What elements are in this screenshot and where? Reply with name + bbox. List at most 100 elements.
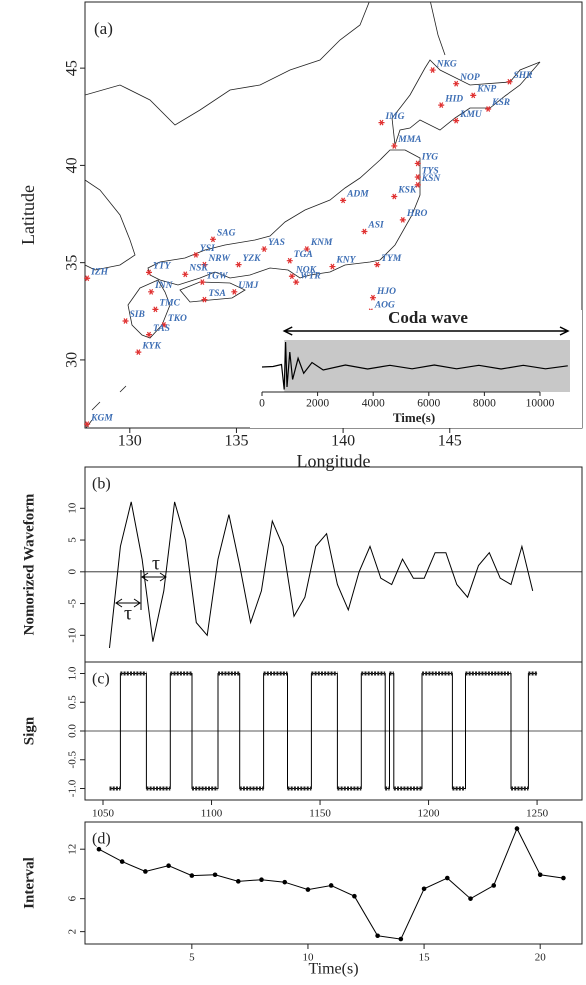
tau-label: τ xyxy=(124,603,132,625)
station-label: HID xyxy=(444,94,463,104)
interval-point xyxy=(96,846,102,852)
x-tick-label: 1100 xyxy=(201,808,223,820)
y-tick-label: -1.0 xyxy=(67,779,79,797)
x-tick-label: 6000 xyxy=(417,398,440,410)
interval-point xyxy=(305,887,311,892)
y-axis-title: Sign xyxy=(21,716,37,745)
interval-point xyxy=(119,859,125,864)
station-marker xyxy=(182,271,189,278)
interval-point xyxy=(189,873,195,878)
station-marker xyxy=(201,296,208,303)
x-tick-label: 1200 xyxy=(418,808,441,820)
station-label: KNY xyxy=(335,256,356,266)
station-marker xyxy=(414,160,421,167)
panel-label: (d) xyxy=(92,831,111,848)
x-axis-title: Time(s) xyxy=(308,961,358,978)
interval-point xyxy=(166,863,171,868)
y-tick-label: 10 xyxy=(67,502,79,513)
x-axis-title: Longitude xyxy=(297,451,371,471)
panel-d-frame xyxy=(84,821,583,945)
interval-point xyxy=(212,872,218,878)
interval-point xyxy=(235,879,241,884)
station-label: IYG xyxy=(421,153,439,163)
y-axis-title: Nomorized Waveform xyxy=(21,493,37,635)
station-marker xyxy=(470,92,477,99)
x-tick-label: 140 xyxy=(331,433,355,450)
station-label: TYM xyxy=(381,254,402,264)
interval-point xyxy=(398,936,404,942)
station-marker xyxy=(374,261,381,268)
station-label: YZK xyxy=(243,254,262,264)
station-label: KSK xyxy=(397,186,417,196)
x-tick-label: 2000 xyxy=(306,398,329,410)
y-axis-title: Interval xyxy=(21,857,37,909)
interval-point xyxy=(468,896,473,901)
panel-label: (c) xyxy=(92,671,110,688)
station-marker xyxy=(84,275,91,282)
x-tick-label: 15 xyxy=(419,952,431,964)
x-tick-label: 1050 xyxy=(92,808,115,820)
panel-label: (a) xyxy=(94,19,113,38)
tau-arrows xyxy=(115,570,167,610)
station-label: KSR xyxy=(491,98,510,108)
station-marker xyxy=(453,80,460,87)
y-tick-label: 35 xyxy=(64,255,81,271)
y-tick-label: 0.0 xyxy=(67,724,79,738)
station-label: HJO xyxy=(376,287,396,297)
interval-point xyxy=(259,877,264,883)
station-label: KSN xyxy=(421,174,442,184)
station-marker xyxy=(453,117,460,124)
y-tick-label: 1.0 xyxy=(67,666,79,680)
y-tick-label: -0.5 xyxy=(67,751,79,769)
station-label: IMG xyxy=(384,112,404,122)
station-label: SHR xyxy=(513,71,532,81)
station-label: SIB xyxy=(130,310,145,320)
station-marker xyxy=(438,102,445,108)
station-label: MMA xyxy=(397,135,421,145)
station-marker xyxy=(145,269,152,276)
tau-label: τ xyxy=(152,553,160,575)
x-tick-label: 8000 xyxy=(473,398,496,410)
seismogram xyxy=(261,341,568,390)
x-tick-label: 1150 xyxy=(309,808,331,820)
x-axis-title: Time(s) xyxy=(393,410,435,425)
station-label: TKO xyxy=(168,314,187,324)
station-marker xyxy=(378,119,385,126)
x-tick-label: 10000 xyxy=(526,398,555,410)
x-tick-label: 4000 xyxy=(362,398,385,410)
station-label: WTR xyxy=(300,271,321,281)
interval-point xyxy=(537,872,543,878)
station-marker xyxy=(261,246,268,252)
station-marker xyxy=(391,193,398,200)
interval-point xyxy=(375,933,380,939)
station-marker xyxy=(303,246,310,252)
station-label: KMU xyxy=(459,110,483,120)
station-label: TGA xyxy=(294,250,313,260)
interval-point xyxy=(352,893,357,899)
station-label: NKG xyxy=(436,59,457,69)
station-marker xyxy=(293,279,300,286)
station-marker xyxy=(288,273,295,280)
station-marker xyxy=(506,78,513,85)
station-marker xyxy=(152,306,159,313)
station-label: NRW xyxy=(207,254,230,264)
interval-point xyxy=(561,875,566,881)
x-tick-label: 130 xyxy=(118,433,142,450)
station-marker xyxy=(391,143,398,149)
y-tick-label: 0.5 xyxy=(67,695,79,709)
station-marker xyxy=(286,257,293,264)
station-label: ASI xyxy=(367,221,384,231)
station-marker xyxy=(361,228,368,235)
interval-point xyxy=(143,869,148,874)
station-label: TAS xyxy=(153,324,170,334)
x-tick-label: 5 xyxy=(189,952,195,964)
station-marker xyxy=(209,236,216,243)
station-label: KNM xyxy=(310,238,333,248)
y-tick-label: -10 xyxy=(67,627,79,642)
station-marker xyxy=(429,67,436,73)
station-label: TYS xyxy=(422,166,439,176)
y-tick-label: 6 xyxy=(67,895,79,901)
station-marker xyxy=(399,216,406,223)
y-tick-label: 12 xyxy=(67,844,79,855)
